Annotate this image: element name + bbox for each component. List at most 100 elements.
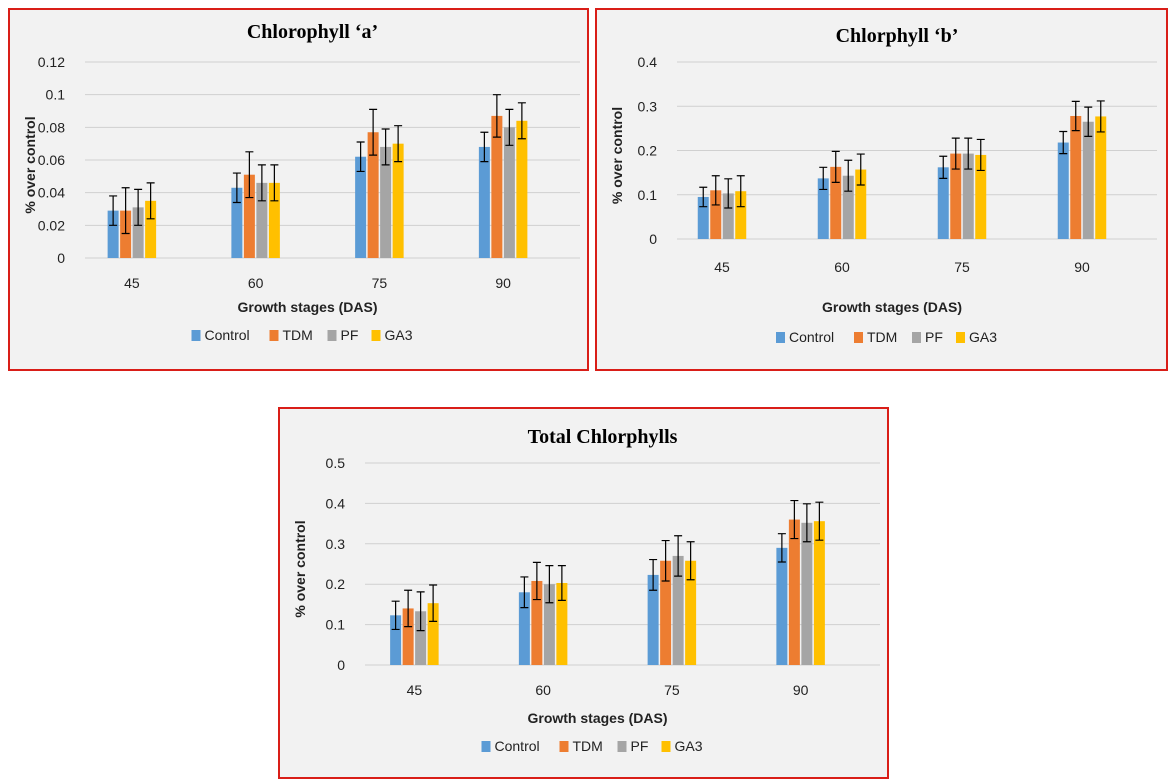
y-tick-label: 0	[337, 657, 345, 673]
bar-control-60	[518, 592, 530, 665]
bar-ga3-60	[268, 182, 280, 258]
error-bar	[391, 600, 400, 631]
legend-swatch-ga3	[661, 741, 671, 752]
y-tick-label: 0.02	[38, 217, 65, 233]
legend-label-tdm: TDM	[867, 329, 897, 345]
chart-title: Total Chlorphylls	[528, 426, 678, 448]
error-bar	[724, 178, 733, 209]
y-tick-label: 0.2	[326, 576, 346, 592]
bar-control-90	[1057, 142, 1069, 239]
bar-tdm-45	[402, 608, 414, 665]
error-bar	[505, 108, 514, 146]
error-bar	[520, 576, 529, 609]
bar-ga3-90	[813, 521, 825, 665]
error-bar	[711, 175, 720, 206]
chart-svg-chlorophyll-b: Chlorphyll ‘b’ 0 0.1 0.2 0.3 0.4 % over contro…	[609, 25, 1157, 345]
error-bar	[790, 499, 799, 540]
error-bar	[146, 182, 155, 220]
x-tick-label: 60	[535, 682, 551, 698]
bar-ga3-90	[516, 120, 528, 258]
bar-control-75	[937, 167, 949, 239]
bar-tdm-75	[367, 132, 379, 258]
legend-swatch-control	[481, 741, 491, 752]
error-bar	[245, 151, 254, 199]
y-tick-label: 0.08	[38, 119, 65, 135]
bar-ga3-45	[427, 603, 439, 665]
error-bar	[831, 150, 840, 183]
bar-pf-90	[503, 127, 515, 258]
y-tick-label: 0.1	[326, 617, 346, 633]
bar-control-60	[231, 187, 243, 258]
error-bar	[416, 591, 425, 632]
error-bar	[557, 565, 566, 601]
bar-tdm-60	[243, 174, 255, 258]
error-bar	[976, 138, 985, 172]
y-tick-label: 0.2	[638, 143, 658, 159]
error-bar	[480, 131, 489, 163]
error-bar	[404, 589, 413, 628]
error-bar	[777, 533, 786, 563]
bar-tdm-45	[120, 210, 132, 258]
error-bar	[736, 175, 745, 208]
legend-label-control: Control	[205, 327, 250, 343]
error-bar	[939, 155, 948, 179]
legend-label-pf: PF	[925, 329, 943, 345]
legend-swatch-tdm	[854, 332, 863, 343]
error-bar	[856, 153, 865, 186]
error-bar	[844, 159, 853, 192]
x-tick-label: 75	[372, 275, 388, 291]
x-tick-label: 60	[834, 259, 850, 275]
bar-ga3-75	[975, 154, 987, 239]
y-tick-label: 0.1	[46, 87, 66, 103]
error-bar	[492, 94, 501, 138]
error-bar	[381, 128, 390, 166]
error-bar	[356, 141, 365, 173]
error-bar	[232, 172, 241, 204]
x-tick-label: 45	[714, 259, 730, 275]
bar-pf-45	[132, 207, 144, 258]
x-tick-label: 90	[793, 682, 809, 698]
legend-label-pf: PF	[341, 327, 359, 343]
x-tick-label: 75	[664, 682, 680, 698]
legend-label-tdm: TDM	[283, 327, 313, 343]
legend-swatch-control	[776, 332, 785, 343]
error-bar	[951, 137, 960, 170]
x-axis-label: Growth stages (DAS)	[527, 710, 667, 726]
legend-label-ga3: GA3	[385, 327, 413, 343]
y-tick-label: 0.4	[638, 54, 658, 70]
bar-pf-45	[415, 611, 427, 665]
error-bar	[121, 187, 130, 235]
chart-title: Chlorphyll ‘b’	[836, 25, 959, 47]
legend-label-ga3: GA3	[675, 738, 703, 754]
legend-label-pf: PF	[631, 738, 649, 754]
bar-pf-60	[842, 175, 854, 239]
legend-swatch-ga3	[956, 332, 965, 343]
bar-tdm-75	[660, 560, 672, 665]
bar-pf-75	[380, 146, 392, 258]
bar-control-45	[697, 196, 709, 239]
x-tick-label: 60	[248, 275, 264, 291]
bar-tdm-60	[531, 580, 543, 665]
bar-pf-75	[672, 555, 684, 665]
error-bar	[964, 137, 973, 170]
y-tick-label: 0.4	[326, 495, 346, 511]
error-bar	[1071, 100, 1080, 132]
error-bar	[545, 565, 554, 604]
x-tick-label: 90	[1074, 259, 1090, 275]
chart-svg-total-chlorophylls: Total Chlorphylls 0 0.1 0.2 0.3 0.4 0.5 % over …	[292, 426, 880, 754]
y-tick-label: 0	[57, 250, 65, 266]
bar-pf-75	[962, 153, 974, 239]
bar-control-90	[776, 547, 788, 665]
bar-tdm-60	[830, 166, 842, 239]
legend-label-ga3: GA3	[969, 329, 997, 345]
bar-pf-90	[1082, 121, 1094, 239]
y-tick-label: 0.3	[638, 98, 658, 114]
legend-label-control: Control	[495, 738, 540, 754]
chart-panel-chlorophyll-a: Chlorophyll ‘a’ 0 0.02 0.04 0.06 0.08 0.1 0.12%…	[8, 8, 589, 371]
error-bar	[429, 584, 438, 622]
chart-title: Chlorophyll ‘a’	[247, 21, 378, 43]
error-bar	[674, 535, 683, 577]
legend-swatch-pf	[617, 741, 627, 752]
bar-control-60	[817, 178, 829, 239]
y-tick-label: 0.3	[326, 536, 346, 552]
